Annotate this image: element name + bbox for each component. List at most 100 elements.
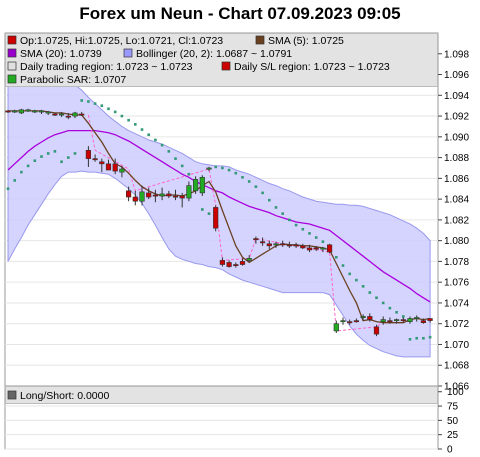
sar-dot <box>93 102 97 105</box>
candle-body <box>320 247 326 250</box>
candle-body <box>427 318 433 321</box>
legend: Op:1.0725, Hi:1.0725, Lo:1.0721, Cl:1.07… <box>5 33 438 87</box>
legend-label: Bollinger (20, 2): 1.0687 ~ 1.0791 <box>136 48 292 60</box>
chart-title: Forex um Neun - Chart 07.09.2023 09:05 <box>79 4 401 23</box>
sar-dot <box>422 336 425 340</box>
sub-y-axis: 0 25 50 75 100 <box>438 387 464 456</box>
sar-dot <box>167 150 171 153</box>
sub-legend: Long/Short: 0.0000 <box>5 386 438 404</box>
candle-body <box>92 158 98 161</box>
sub-y-tick-label: 50 <box>447 416 459 427</box>
sar-dot <box>187 172 191 176</box>
y-tick-label: 1.066 <box>444 382 469 393</box>
sar-dot <box>87 100 90 103</box>
sar-dot <box>53 150 57 153</box>
sar-dot <box>113 110 117 114</box>
candle-body <box>226 262 232 267</box>
sub-y-tick-label: 0 <box>447 445 453 456</box>
sma20-path <box>7 129 431 303</box>
candle-body <box>273 243 279 246</box>
candle-body <box>199 177 205 194</box>
candle-body <box>393 319 400 322</box>
legend-label: Op:1.0725, Hi:1.0725, Lo:1.0721, Cl:1.07… <box>20 35 223 47</box>
candle-body <box>233 264 239 267</box>
candle-body <box>387 320 393 323</box>
sma5-path <box>8 110 431 324</box>
sar-dot <box>247 180 251 183</box>
candle-body <box>206 167 212 170</box>
candle-body <box>246 257 252 261</box>
candle-body <box>347 321 353 324</box>
sar-dot <box>120 114 124 118</box>
sar-dot <box>268 198 271 202</box>
candle-body <box>132 196 138 202</box>
legend-swatch <box>7 35 17 45</box>
candle-body <box>32 110 38 113</box>
candle-body <box>253 238 259 241</box>
sar-dot <box>73 152 77 155</box>
sub-legend-swatch <box>7 390 17 400</box>
candle-body <box>105 163 112 171</box>
sar-dot <box>80 99 83 102</box>
sar-dot <box>180 164 184 168</box>
candle-body <box>286 244 293 247</box>
sar-dot <box>274 206 278 209</box>
legend-swatch <box>7 48 17 58</box>
candle-body <box>407 318 413 322</box>
candle-body <box>159 193 165 197</box>
sar-dot <box>201 208 204 211</box>
y-tick-label: 1.086 <box>444 174 469 185</box>
sar-dot <box>314 236 318 239</box>
candle-body <box>420 320 427 323</box>
candle-body <box>360 316 366 318</box>
parabolic-sar-dots <box>6 99 432 341</box>
sar-dot <box>174 157 177 160</box>
sar-dot <box>281 212 284 215</box>
candle-body <box>239 261 246 265</box>
sar-dot <box>207 212 211 215</box>
sar-dot <box>40 155 43 158</box>
candle-body <box>38 110 45 113</box>
sar-dot <box>60 160 63 164</box>
y-tick-label: 1.076 <box>444 278 469 289</box>
candle-body <box>213 207 219 229</box>
sar-dot <box>348 272 351 276</box>
candle-body <box>266 243 272 247</box>
y-tick-label: 1.088 <box>444 153 469 164</box>
sar-dot <box>241 176 244 179</box>
sma5-line <box>8 110 431 324</box>
candle-body <box>25 109 31 112</box>
legend-swatch <box>255 35 265 45</box>
legend-label: SMA (5): 1.0725 <box>268 35 344 47</box>
candle-body <box>72 112 78 117</box>
sar-dot <box>234 171 238 175</box>
candle-body <box>5 110 11 113</box>
sub-legend-label: Long/Short: 0.0000 <box>20 390 109 402</box>
sar-dot <box>402 315 405 318</box>
sub-y-tick-label: 25 <box>447 430 459 441</box>
candle-body <box>12 110 18 113</box>
y-tick-label: 1.078 <box>444 257 469 268</box>
legend-label: Daily trading region: 1.0723 ~ 1.0723 <box>20 61 193 73</box>
sar-dot <box>33 159 37 163</box>
sar-dot <box>214 165 217 169</box>
main-y-axis: 1.066 1.068 1.070 1.072 1.074 1.076 1.078 1.080… <box>438 49 469 393</box>
sar-dot <box>395 310 398 314</box>
sar-dot <box>301 227 305 231</box>
sar-dot <box>335 255 338 259</box>
candle-body <box>313 247 319 250</box>
legend-label: SMA (20): 1.0739 <box>20 48 102 60</box>
candle-body <box>18 109 25 114</box>
candle-body <box>259 241 266 244</box>
sar-dot <box>261 191 264 195</box>
y-tick-label: 1.092 <box>444 112 469 123</box>
candles <box>5 108 433 337</box>
sar-dot <box>381 301 385 305</box>
legend-label: Daily S/L region: 1.0723 ~ 1.0723 <box>234 61 390 73</box>
candle-body <box>373 326 380 335</box>
bollinger-band-area <box>7 63 431 358</box>
sar-dot <box>6 187 10 191</box>
sar-dot <box>100 104 104 107</box>
candle-body <box>414 317 420 319</box>
